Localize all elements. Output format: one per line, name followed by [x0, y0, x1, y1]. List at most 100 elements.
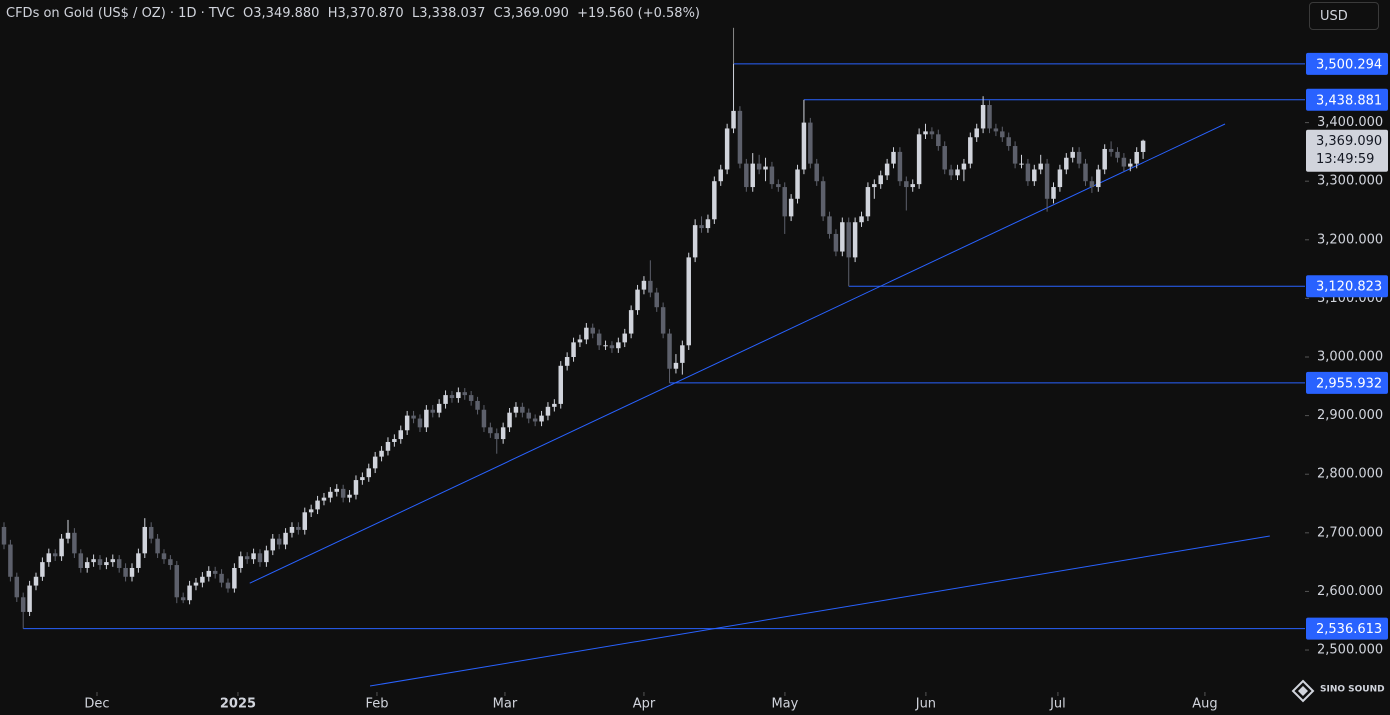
- candle-body: [1006, 137, 1011, 147]
- candle-body: [417, 418, 423, 428]
- candle-body: [379, 450, 384, 457]
- candle-body: [628, 310, 634, 334]
- x-tick-label: Dec: [84, 697, 109, 712]
- trendline: [249, 123, 1226, 584]
- candle-body: [513, 406, 519, 413]
- candle-body: [148, 526, 154, 539]
- candle-body: [212, 570, 218, 574]
- candle-body: [20, 597, 26, 612]
- candle-body: [1057, 169, 1063, 188]
- candle-body: [603, 345, 608, 347]
- candle-body: [942, 146, 947, 170]
- candle-body: [97, 559, 103, 566]
- candle-body: [1051, 187, 1056, 199]
- candle-body: [987, 105, 992, 129]
- candle-body: [705, 219, 711, 229]
- candle-body: [872, 184, 877, 188]
- change: +19.560 (+0.58%): [577, 6, 700, 21]
- title: CFDs on Gold (US$ / OZ) · 1D · TVC: [6, 6, 235, 21]
- candle-body: [430, 409, 435, 413]
- candle-body: [878, 175, 883, 185]
- candle-body: [411, 415, 416, 419]
- candle-body: [328, 491, 333, 498]
- candle-body: [398, 430, 404, 440]
- candle-body: [692, 225, 698, 258]
- candle-body: [756, 163, 762, 170]
- candle-body: [65, 532, 71, 539]
- candle-body: [347, 494, 352, 498]
- candle-body: [737, 110, 743, 164]
- candle-body: [712, 181, 717, 220]
- candle-body: [552, 403, 557, 407]
- candle-body: [686, 257, 691, 346]
- candle-body: [27, 585, 32, 612]
- candle-body: [404, 415, 410, 431]
- candle-body: [264, 550, 269, 563]
- last-price-box: [1306, 129, 1388, 172]
- candle-body: [1000, 131, 1005, 138]
- candle-body: [372, 456, 378, 469]
- candle-body: [622, 333, 627, 343]
- candle-body: [1019, 163, 1024, 165]
- x-tick-label: 2025: [220, 697, 256, 712]
- candle-body: [1012, 146, 1018, 164]
- candle-body: [763, 166, 768, 170]
- candle-body: [360, 477, 365, 481]
- candle-body: [955, 169, 960, 176]
- ohlc-key: H: [327, 6, 338, 21]
- trendline: [369, 535, 1270, 687]
- candle-body: [961, 163, 967, 170]
- candle-body: [1025, 163, 1031, 182]
- candle-body: [238, 556, 244, 568]
- candle-body: [520, 406, 525, 413]
- header: CFDs on Gold (US$ / OZ) · 1D · TVC O3,34…: [6, 6, 700, 21]
- candle-body: [283, 532, 288, 545]
- currency-button[interactable]: USD: [1309, 2, 1379, 30]
- ohlc-key: O: [243, 6, 254, 21]
- candle-body: [884, 163, 890, 176]
- candle-body: [1070, 151, 1075, 158]
- candle-body: [142, 526, 148, 554]
- candle-body: [609, 345, 615, 349]
- candle-body: [52, 553, 58, 557]
- candle-body: [104, 562, 109, 566]
- candle-body: [129, 567, 135, 577]
- candle-body: [200, 576, 205, 583]
- candle-body: [1064, 157, 1069, 170]
- candle-body: [859, 216, 864, 223]
- candle-body: [718, 169, 723, 182]
- candle-body: [353, 480, 359, 495]
- candle-body: [526, 412, 531, 419]
- level-label: 3,120.823: [1316, 280, 1382, 295]
- candle-body: [385, 441, 391, 451]
- candle-body: [532, 418, 538, 422]
- candle-body: [916, 134, 922, 185]
- candle-body: [865, 187, 871, 217]
- candle-body: [1102, 148, 1107, 170]
- candle-body: [750, 163, 755, 188]
- level-label-box: [1306, 617, 1388, 640]
- candle-body: [782, 187, 787, 217]
- candle-body: [744, 163, 749, 188]
- candle-body: [174, 565, 180, 598]
- candle-body: [731, 110, 736, 129]
- candle-body: [1089, 181, 1095, 188]
- candle-body: [801, 122, 807, 170]
- candle-body: [193, 582, 199, 586]
- candle-body: [584, 327, 589, 340]
- candle-body: [923, 131, 928, 135]
- candle-body: [654, 292, 659, 308]
- y-tick-label: 2,600.000: [1317, 584, 1383, 599]
- candle-body: [980, 105, 986, 129]
- x-tick-label: Jun: [915, 697, 936, 712]
- candle-body: [270, 538, 276, 551]
- candle-body: [468, 395, 474, 401]
- ohlc-key: L: [411, 6, 420, 21]
- candle-body: [436, 403, 442, 413]
- candle-body: [635, 289, 640, 311]
- candle-body: [545, 406, 551, 416]
- x-tick-label: Feb: [365, 697, 388, 712]
- candle-body: [840, 222, 845, 252]
- candle-body: [827, 216, 832, 234]
- candle-body: [1108, 148, 1114, 152]
